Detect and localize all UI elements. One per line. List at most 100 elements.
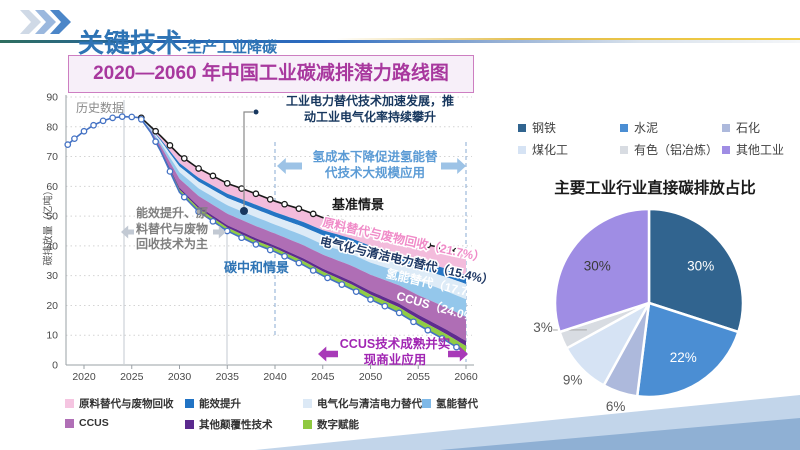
y-tick-label: 90	[46, 91, 58, 103]
x-tick-label: 2030	[168, 371, 192, 383]
wedge-能效提升	[141, 118, 467, 284]
legend-item-钢铁: 钢铁	[518, 119, 556, 136]
annotation-ccus: CCUS技术成熟并实 现商业应用	[339, 337, 451, 368]
pie-slice-钢铁	[647, 207, 745, 334]
legend-swatch-icon	[303, 399, 312, 408]
x-tick-label: 2045	[311, 371, 335, 383]
historical-marker	[109, 114, 117, 122]
legend-item-煤化工: 煤化工	[518, 141, 568, 158]
pie-legend: 钢铁 水泥 石化 煤化工 有色（铝冶炼） 其他工业	[510, 119, 800, 165]
carbon-neutral-marker	[424, 326, 432, 334]
y-tick-label: 70	[46, 151, 58, 163]
annotation-dot-small	[253, 109, 259, 115]
legend-label: 有色（铝冶炼）	[634, 143, 719, 157]
baseline-marker	[367, 227, 374, 235]
legend-label: 钢铁	[532, 121, 557, 135]
carbon-neutral-marker	[381, 302, 389, 310]
hydrogen-right-arrow-icon	[441, 158, 466, 174]
annotation-dot-large	[240, 207, 248, 215]
carbon-neutral-marker	[180, 193, 188, 201]
baseline-marker	[338, 218, 346, 226]
x-tick-label: 2040	[263, 371, 287, 383]
carbon-neutral-marker	[195, 208, 202, 215]
historical-marker	[71, 135, 78, 143]
carbon-neutral-marker	[209, 217, 217, 225]
legend-item-其他颠覆性技术: 其他颠覆性技术	[185, 417, 273, 432]
baseline-scenario-label: 基准情景	[332, 197, 385, 212]
wedge-电气化与清洁电力替代	[141, 118, 467, 300]
roadmap-legend: 原料替代与废物回收 能效提升 电气化与清洁电力替代 氢能替代 CCUS 其他颠覆性技术 数字…	[58, 396, 488, 438]
annotation-connector	[243, 111, 253, 208]
pie-slice-其他工业	[553, 207, 651, 334]
legend-label: 电气化与清洁电力替代	[317, 398, 422, 410]
baseline-marker	[195, 165, 202, 172]
historical-marker	[99, 117, 107, 125]
carbon-neutral-marker	[367, 296, 374, 303]
x-tick-label: 2050	[359, 371, 383, 383]
carbon-neutral-marker	[410, 318, 417, 326]
legend-item-石化: 石化	[722, 119, 760, 136]
baseline-marker	[381, 230, 389, 238]
baseline-marker	[266, 196, 274, 203]
legend-item-CCUS: CCUS	[65, 417, 109, 429]
x-tick-label: 2035	[216, 371, 240, 383]
wedge-数字赋能	[141, 119, 467, 354]
y-tick-label: 20	[46, 300, 58, 312]
historical-marker	[90, 121, 97, 129]
legend-label: 煤化工	[532, 143, 569, 157]
hydrogen-left-arrow-icon	[277, 158, 302, 174]
y-tick-label: 60	[46, 181, 58, 193]
y-axis-title: 碳排放量（亿吨）	[43, 185, 55, 266]
efficiency-right-arrow-icon	[213, 225, 226, 239]
legend-label: 能效提升	[199, 398, 241, 410]
ccus-left-arrow-icon	[318, 346, 338, 362]
baseline-marker	[152, 127, 159, 135]
wedge-其他颠覆性技术	[141, 119, 467, 346]
efficiency-left-arrow-icon	[121, 225, 134, 239]
baseline-marker	[180, 155, 188, 162]
carbon-neutral-marker	[295, 259, 303, 267]
baseline-marker	[166, 142, 174, 149]
baseline-marker	[410, 238, 417, 245]
legend-label: CCUS	[79, 417, 109, 429]
ccus-right-arrow-icon	[448, 346, 468, 362]
historical-marker	[118, 113, 126, 121]
legend-item-原料替代与废物回收: 原料替代与废物回收	[65, 396, 174, 411]
y-tick-label: 80	[46, 121, 58, 133]
pie-slice-水泥	[635, 301, 740, 399]
baseline-marker	[309, 210, 317, 218]
pie-value-label: 22%	[670, 350, 697, 365]
header-chevrons-icon	[20, 10, 71, 34]
page-subtitle: -生产工业降碳	[182, 39, 278, 56]
legend-item-能效提升: 能效提升	[185, 396, 241, 411]
legend-swatch-icon	[65, 418, 74, 428]
pie-value-label: 30%	[584, 258, 611, 273]
decor-ribbon-dark	[440, 418, 800, 450]
carbon-neutral-marker	[338, 281, 346, 288]
legend-label: 石化	[736, 121, 761, 135]
baseline-marker	[424, 241, 432, 249]
carbon-neutral-marker	[266, 246, 274, 254]
y-tick-label: 10	[46, 330, 58, 342]
page-header: 关键技术-生产工业降碳	[78, 5, 277, 60]
annotation-hydrogen: 氢成本下降促进氢能替 代技术大规模应用	[312, 150, 438, 181]
annotation-efficiency: 能效提升、原 料替代与废物 回收技术为主	[135, 206, 208, 252]
legend-label: 水泥	[634, 121, 659, 135]
legend-swatch-icon	[620, 145, 628, 154]
legend-item-数字赋能: 数字赋能	[303, 417, 359, 432]
pie-value-label: 3%	[533, 320, 553, 335]
baseline-marker	[453, 247, 460, 255]
carbon-neutral-marker	[395, 309, 403, 317]
wedge-CCUS	[141, 118, 467, 341]
legend-swatch-icon	[65, 399, 74, 408]
baseline-marker	[281, 200, 288, 208]
roadmap-chart-title: 2020—2060 年中国工业碳减排潜力路线图	[68, 55, 474, 93]
y-tick-label: 50	[46, 211, 58, 223]
baseline-marker	[324, 215, 331, 223]
legend-swatch-icon	[303, 420, 312, 429]
y-tick-label: 0	[52, 360, 58, 372]
page-title: 关键技术	[78, 28, 183, 58]
legend-label: 原料替代与废物回收	[79, 398, 174, 410]
legend-swatch-icon	[620, 123, 628, 132]
baseline-marker	[395, 233, 403, 241]
